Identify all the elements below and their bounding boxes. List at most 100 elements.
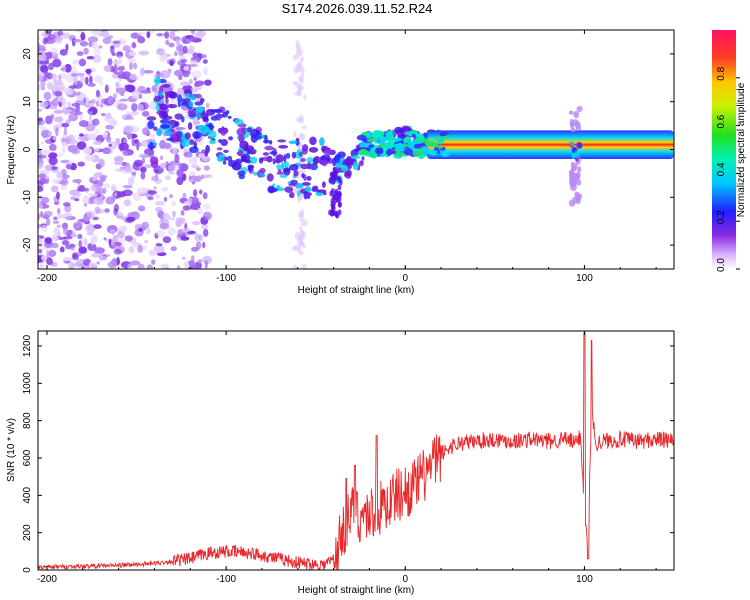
noise-blob (131, 171, 137, 176)
trace-blob (283, 166, 291, 176)
trace-blob (403, 137, 412, 144)
trace-blob (237, 170, 246, 177)
noise-blob (87, 36, 99, 43)
noise-blob (85, 68, 92, 74)
noise-blob (143, 69, 154, 74)
noise-blob (79, 75, 86, 84)
noise-blob (141, 221, 150, 230)
trace-blob (403, 148, 414, 156)
spike-blob (570, 122, 574, 130)
spectrogram-y-label: Frequency (Hz) (6, 116, 17, 185)
trace-blob (156, 128, 163, 137)
noise-blob (109, 119, 118, 127)
noise-blob (188, 60, 198, 65)
trace-blob (159, 85, 163, 93)
noise-blob (76, 91, 81, 96)
noise-blob (43, 210, 53, 218)
noise-blob (137, 263, 145, 269)
trace-blob (333, 168, 338, 175)
noise-blob (80, 32, 86, 41)
noise-blob (117, 55, 122, 63)
noise-blob (116, 155, 125, 163)
trace-blob (189, 94, 197, 101)
x-tick-label: -100 (216, 273, 236, 284)
trace-blob (330, 188, 335, 195)
noise-blob (204, 79, 212, 86)
trace-blob (350, 149, 359, 157)
noise-blob (112, 40, 121, 44)
noise-blob (194, 175, 202, 183)
noise-blob (169, 194, 173, 199)
noise-blob (174, 153, 180, 163)
noise-blob (115, 137, 121, 146)
noise-blob (169, 60, 174, 67)
noise-blob (188, 259, 196, 267)
noise-blob (148, 151, 154, 159)
noise-blob (189, 178, 194, 183)
noise-blob (45, 51, 53, 60)
noise-blob (50, 47, 58, 56)
trace-blob (177, 100, 181, 108)
noise-blob (62, 212, 73, 220)
snr-x-label: Height of straight line (km) (298, 585, 415, 596)
noise-blob (182, 45, 188, 54)
noise-blob (73, 75, 79, 85)
noise-blob (82, 195, 90, 205)
trace-blob (237, 149, 244, 157)
noise-blob (129, 260, 141, 266)
noise-blob (195, 167, 201, 172)
noise-blob (129, 62, 133, 70)
noise-blob (93, 47, 101, 56)
trace-blob (155, 104, 160, 111)
noise-blob (193, 77, 197, 81)
noise-blob (133, 139, 140, 144)
colorbar-ticks: 0.0 0.2 0.4 0.6 0.8 (716, 66, 740, 272)
trace-blob (184, 132, 191, 140)
trace-blob (340, 164, 349, 172)
spectrogram-x-ticks: -200 -100 0 100 (37, 30, 657, 284)
noise-blob (53, 227, 60, 234)
trace-blob (199, 112, 208, 119)
noise-blob (198, 153, 206, 159)
trace-blob (264, 145, 274, 151)
x-tick-label: -200 (37, 273, 57, 284)
noise-blob (147, 196, 154, 201)
trace-blob (247, 165, 253, 172)
noise-blob (180, 236, 190, 241)
noise-blob (191, 164, 199, 169)
noise-blob (136, 187, 148, 195)
noise-blob (57, 152, 64, 158)
noise-blob (46, 257, 53, 266)
trace-blob (379, 143, 386, 148)
noise-blob (72, 66, 77, 70)
noise-blob (86, 56, 95, 60)
trace-blob (301, 173, 305, 179)
snr-plot-area (38, 331, 674, 570)
noise-blob (61, 174, 70, 179)
trace-blob (188, 100, 194, 108)
trace-blob (276, 164, 282, 170)
trace-blob (254, 134, 262, 140)
noise-blob (38, 249, 43, 254)
noise-blob (164, 31, 170, 40)
noise-blob (93, 140, 102, 145)
noise-blob (190, 203, 201, 210)
noise-blob (58, 74, 62, 82)
y-tick-label: 200 (22, 524, 33, 541)
trace-blob (204, 150, 209, 157)
noise-blob (60, 184, 67, 191)
noise-blob (107, 58, 113, 66)
spike-blob (576, 105, 583, 113)
trace-blob (174, 135, 178, 141)
spike-blob (570, 166, 577, 172)
noise-blob (133, 62, 138, 70)
noise-blob (38, 36, 42, 40)
spike-blob (573, 110, 580, 119)
colorbar-tick-label: 0.8 (716, 66, 727, 80)
trace-blob (272, 158, 276, 165)
noise-blob (76, 51, 84, 56)
trace-blob (241, 155, 248, 163)
trace-blob (269, 151, 278, 155)
spike-blob (577, 142, 583, 149)
noise-blob (61, 240, 70, 246)
